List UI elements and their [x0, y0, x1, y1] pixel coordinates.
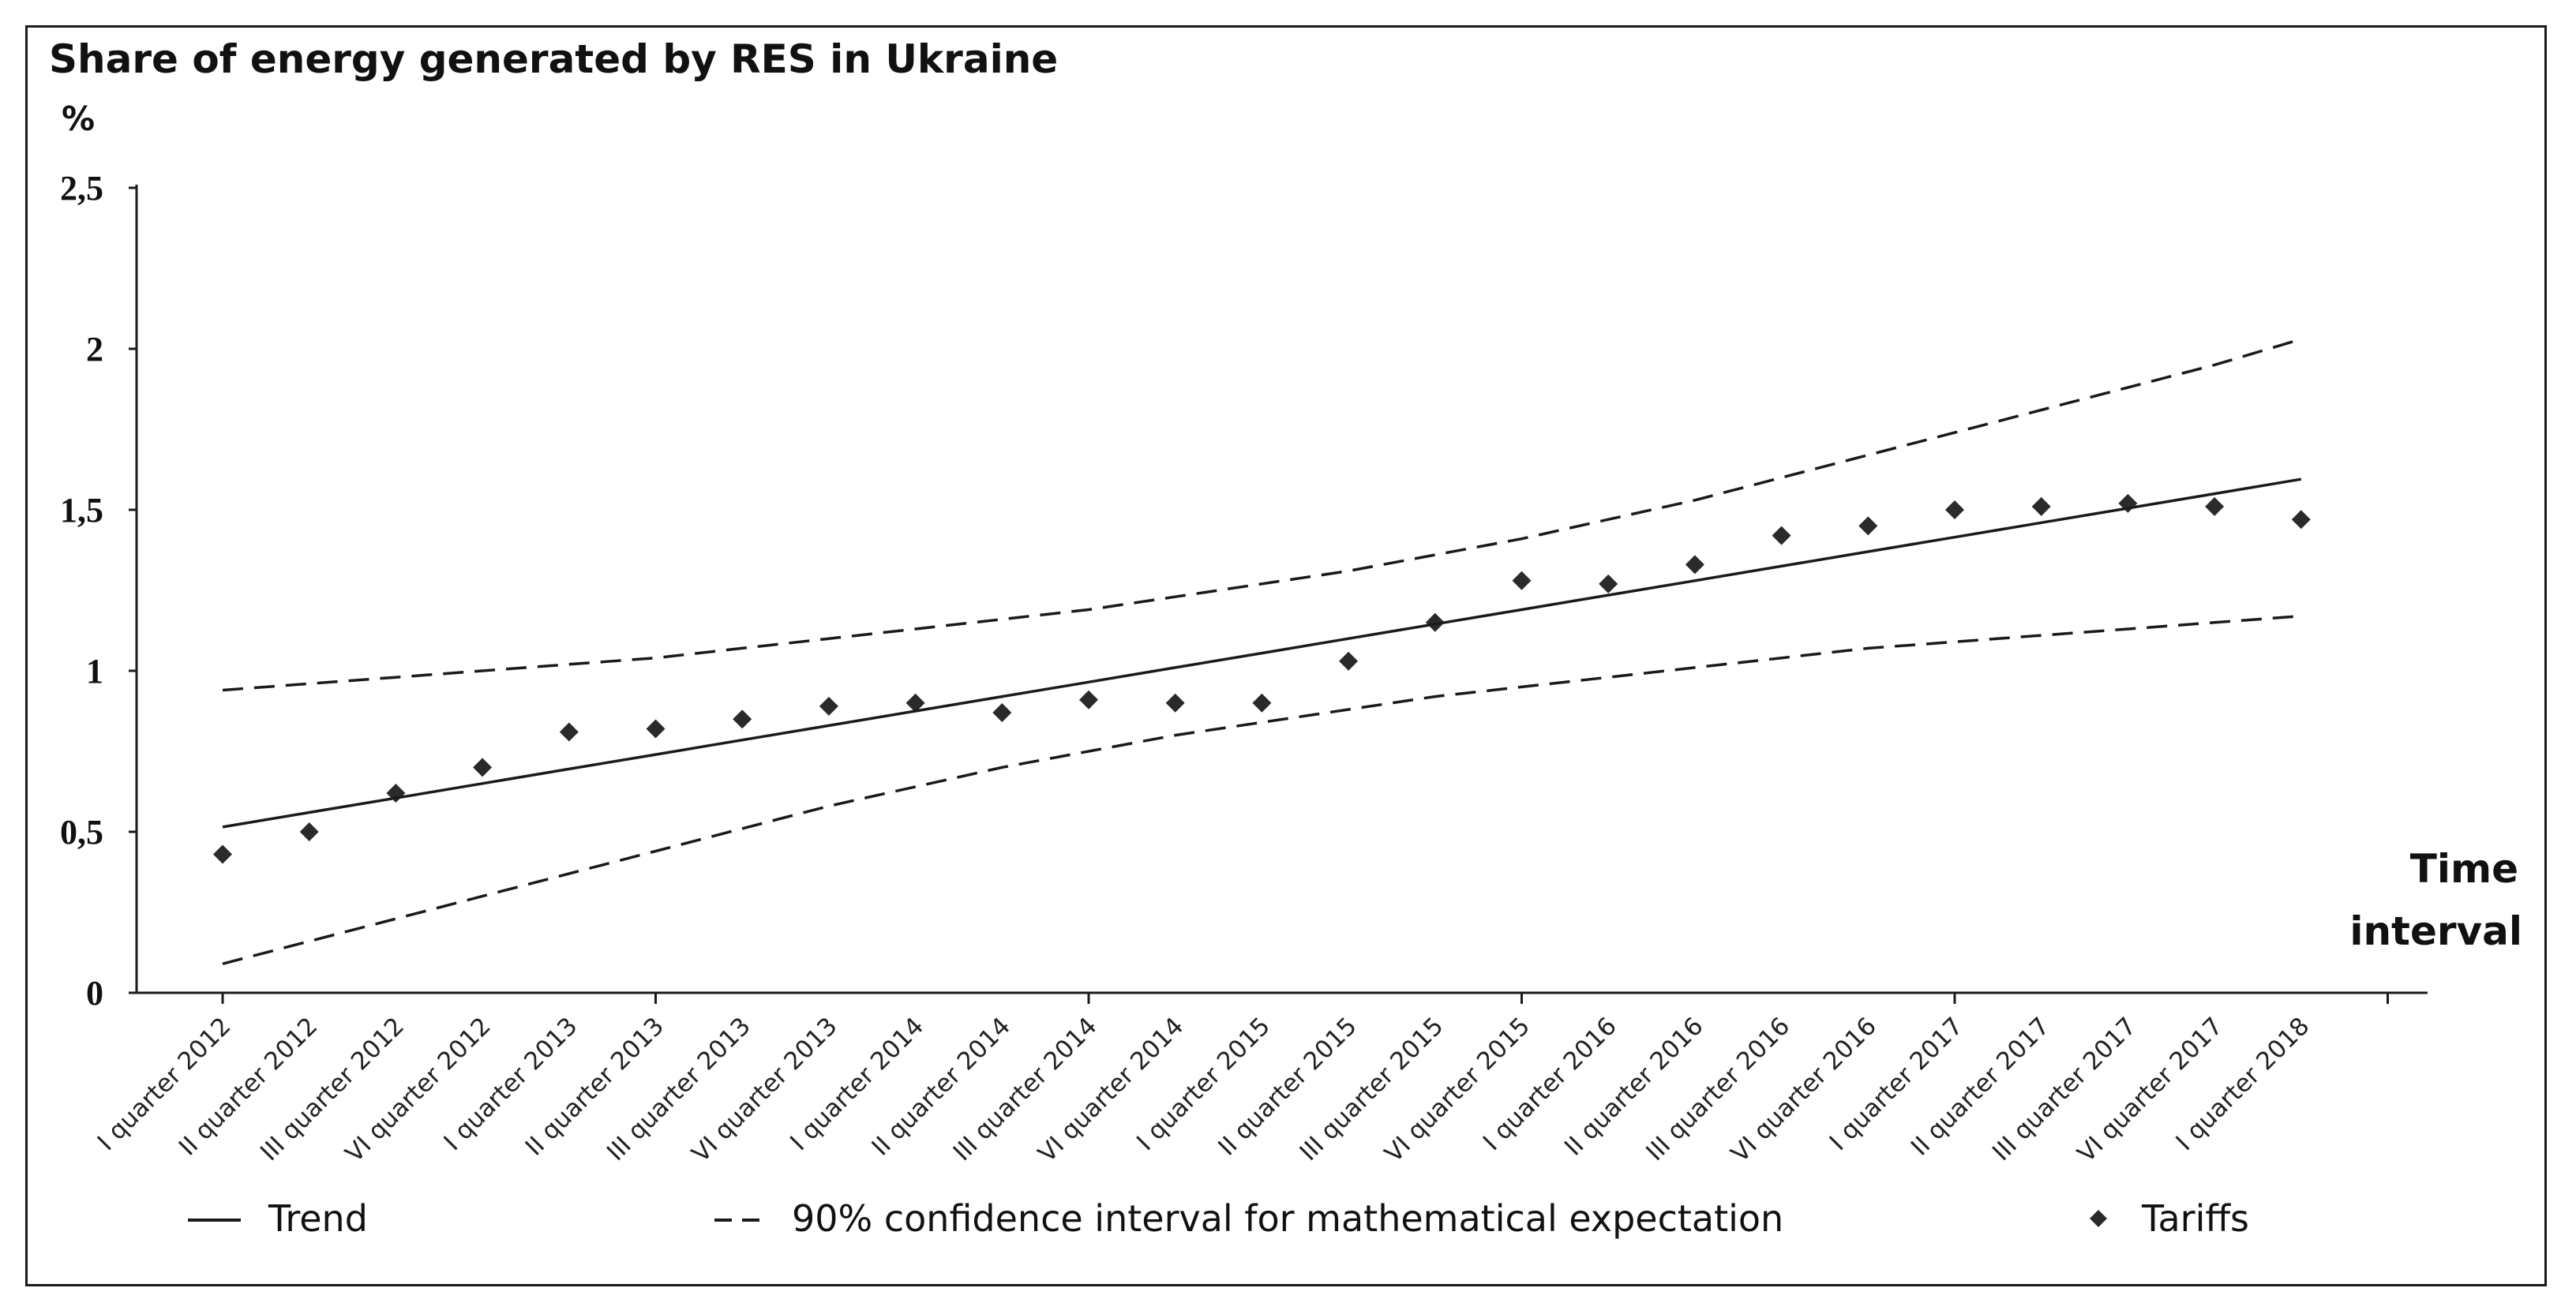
x-tick-label: III quarter 2017 [1987, 1012, 2142, 1166]
tariff-point [906, 693, 925, 713]
tariff-point [1165, 693, 1185, 713]
y-tick-label: 0 [86, 974, 103, 1013]
tariff-point [213, 844, 232, 864]
y-tick-label: 1 [86, 652, 103, 691]
tariff-point [1425, 612, 1445, 632]
legend-trend-label: Trend [268, 1197, 368, 1240]
x-tick-label: III quarter 2012 [255, 1012, 410, 1166]
confidence-lower-line [222, 614, 2301, 965]
x-tick-label: III quarter 2015 [1295, 1012, 1449, 1166]
x-axis-title-line-1: Time [2410, 846, 2518, 892]
tariff-point [2291, 510, 2311, 530]
confidence-upper-line [222, 338, 2302, 692]
tariff-point [1772, 526, 1791, 545]
y-tick-label: 1,5 [60, 491, 103, 530]
tariff-point [473, 758, 493, 777]
tariff-point [1945, 500, 1964, 519]
legend-tariffs-swatch [2090, 1210, 2107, 1227]
x-tick-label: III quarter 2016 [1640, 1012, 1795, 1166]
tariff-point [1339, 651, 1359, 671]
tariff-point [1252, 693, 1272, 713]
legend-tariffs-label: Tariffs [2141, 1197, 2249, 1240]
tariff-point [1079, 690, 1098, 709]
y-tick-label: 2,5 [60, 169, 103, 208]
y-tick-label: 0,5 [60, 813, 103, 852]
x-tick-label: III quarter 2014 [948, 1012, 1103, 1166]
tariff-point [2031, 496, 2051, 516]
x-tick-label: VI quarter 2013 [687, 1012, 843, 1168]
chart-frame [25, 25, 2547, 1286]
tariff-point [733, 709, 752, 729]
trend-line [222, 477, 2302, 829]
legend-ci-label: 90% confidence interval for mathematical… [792, 1197, 1783, 1240]
tariff-point [646, 719, 666, 739]
tariff-point [1599, 574, 1618, 593]
x-tick-label: VI quarter 2016 [1726, 1012, 1882, 1168]
x-axis-title-line-2: interval [2349, 908, 2522, 954]
tariff-point [1685, 555, 1704, 575]
x-tick-label: III quarter 2013 [602, 1012, 756, 1166]
x-tick-label: VI quarter 2017 [2072, 1012, 2229, 1168]
tariff-point [299, 822, 319, 841]
x-tick-label: VI quarter 2012 [340, 1012, 497, 1168]
tariff-point [992, 703, 1012, 723]
x-tick-label: VI quarter 2014 [1033, 1012, 1189, 1168]
tariff-point [1858, 516, 1878, 536]
chart-title: Share of energy generated by RES in Ukra… [49, 36, 1058, 82]
tariff-point [819, 696, 838, 716]
x-tick-label: VI quarter 2015 [1379, 1012, 1535, 1168]
y-axis-unit: % [62, 99, 95, 138]
tariff-point [1512, 571, 1532, 590]
tariff-point [559, 722, 579, 742]
tariff-point [2205, 496, 2225, 516]
y-tick-label: 2 [86, 330, 103, 369]
